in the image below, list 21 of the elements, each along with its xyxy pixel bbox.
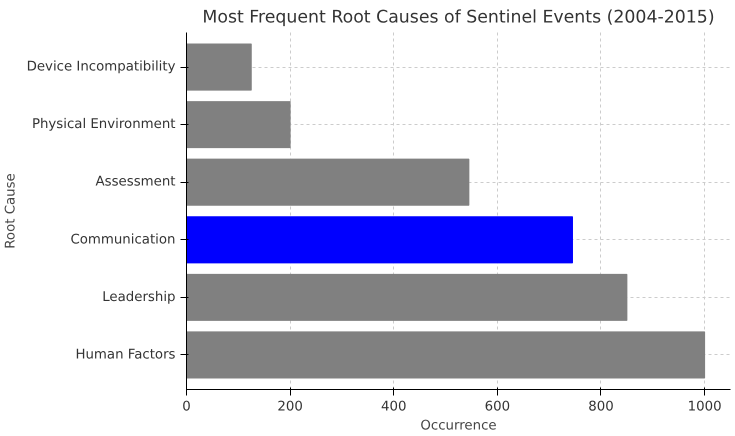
x-tick-label: 400: [381, 400, 406, 414]
y-tick-label: Communication: [70, 232, 176, 248]
x-tick-label: 1000: [688, 400, 722, 414]
y-tick-label: Physical Environment: [32, 117, 176, 132]
chart-title: Most Frequent Root Causes of Sentinel Events (2004-2015): [202, 8, 715, 28]
x-tick-label: 800: [588, 400, 614, 414]
bar: [186, 216, 573, 264]
y-tick-label: Human Factors: [75, 347, 176, 362]
bar: [186, 44, 252, 91]
x-tick-label: 600: [484, 400, 510, 414]
y-tick-label: Device Incompatibility: [26, 60, 176, 75]
x-axis-title: Occurrence: [420, 418, 497, 434]
x-tick-label: 0: [182, 400, 191, 414]
x-tick-label: 200: [277, 400, 303, 414]
bar: [186, 101, 291, 148]
bar: [186, 331, 706, 378]
y-axis-title: Root Cause: [4, 173, 19, 249]
y-tick-label: Assessment: [96, 174, 176, 190]
y-tick-label: Leadership: [102, 290, 176, 305]
bar: [186, 158, 470, 206]
bar: [186, 274, 628, 321]
